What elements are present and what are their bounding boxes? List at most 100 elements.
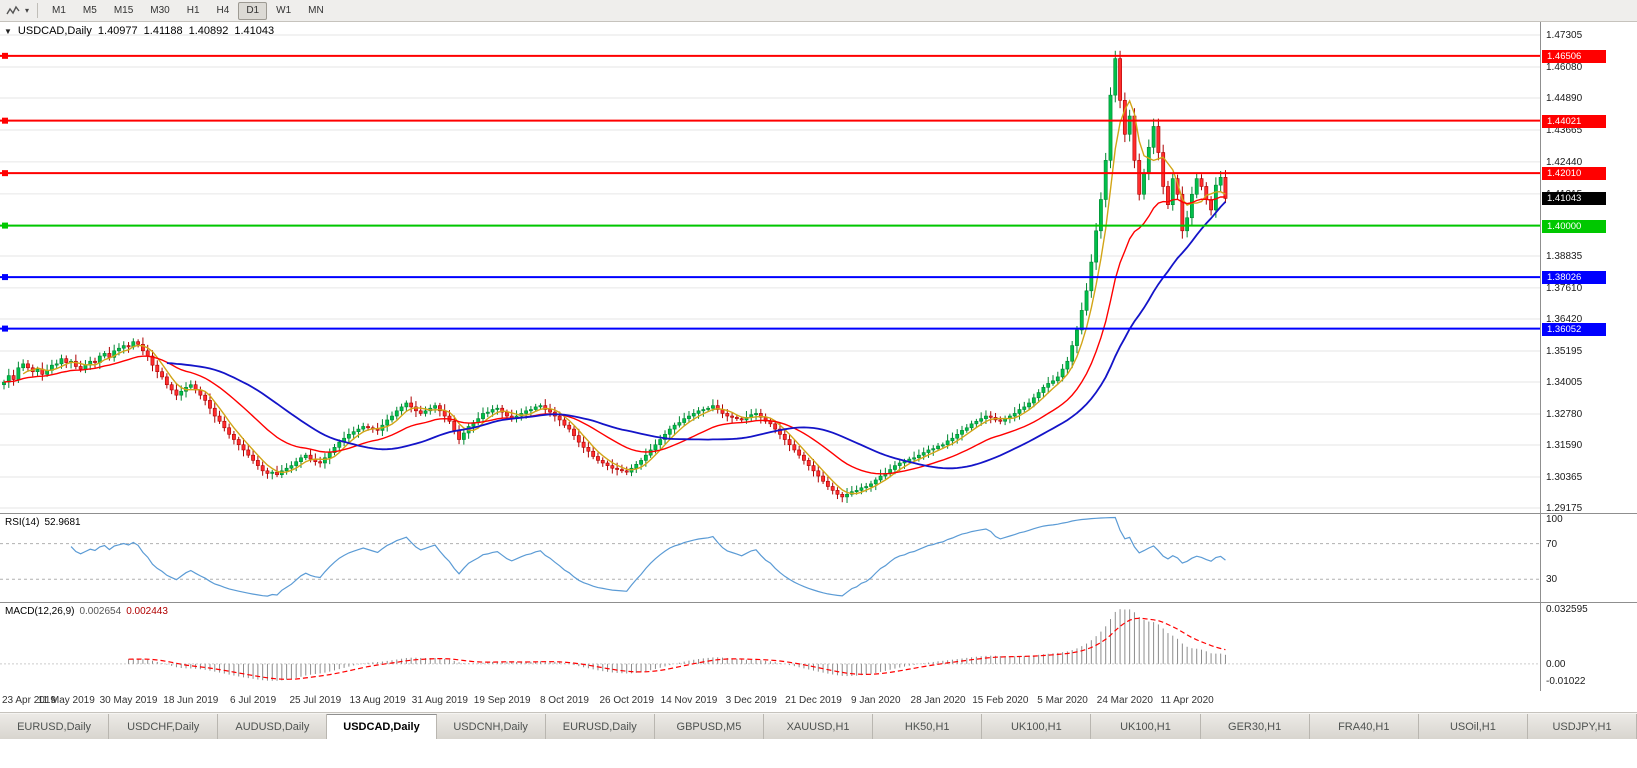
rsi-scale[interactable]: 100 70 30 — [1540, 514, 1637, 602]
macd-histogram — [128, 609, 1226, 681]
timeframe-button-m30[interactable]: M30 — [150, 4, 170, 16]
chart-tab-gbpusd-m5[interactable]: GBPUSD,M5 — [654, 714, 764, 739]
macd-scale-label: 0.00 — [1546, 658, 1566, 670]
hline-handle — [2, 222, 8, 229]
rsi-scale-label: 70 — [1546, 538, 1558, 550]
chart-tab-usdcad-daily[interactable]: USDCAD,Daily — [327, 714, 437, 739]
chart-tab-uk100-h1[interactable]: UK100,H1 — [1091, 714, 1201, 739]
price-tick: 1.30365 — [1546, 471, 1583, 483]
macd-main-value: 0.002654 — [79, 606, 122, 617]
hline-price-badge: 1.44021 — [1542, 114, 1606, 128]
chart-tab-usdcnh-daily[interactable]: USDCNH,Daily — [436, 714, 546, 739]
chart-title: ▼ USDCAD,Daily 1.40977 1.41188 1.40892 1… — [4, 25, 274, 37]
rsi-label: RSI(14) — [5, 517, 40, 528]
rsi-value: 52.9681 — [44, 517, 81, 528]
chart-tab-usdjpy-h1[interactable]: USDJPY,H1 — [1527, 714, 1637, 739]
rsi-plot[interactable] — [0, 514, 1540, 600]
toolbar-separator — [37, 3, 39, 18]
price-tick: 1.29175 — [1546, 503, 1583, 514]
ohlc-close: 1.41043 — [234, 25, 275, 37]
rsi-panel: RSI(14) 52.9681 100 70 30 — [0, 514, 1637, 603]
current-price-badge: 1.41043 — [1542, 192, 1606, 206]
ohlc-open: 1.40977 — [97, 25, 138, 37]
time-axis[interactable]: 23 Apr 2019 11 May 2019 30 May 2019 18 Jun … — [0, 691, 1637, 713]
date-label: 3 Dec 2019 — [725, 695, 777, 706]
hline-handle — [2, 325, 8, 332]
price-tick: 1.34005 — [1546, 376, 1583, 388]
hline-handle — [2, 170, 8, 177]
timeframe-button-h4[interactable]: H4 — [216, 4, 230, 16]
date-label: 5 Mar 2020 — [1037, 695, 1088, 706]
timeframe-button-d1[interactable]: D1 — [238, 1, 268, 20]
collapse-triangle-icon[interactable]: ▼ — [4, 26, 12, 36]
rsi-scale-label: 30 — [1546, 574, 1558, 586]
hline-price-badge: 1.38026 — [1542, 271, 1606, 285]
price-tick: 1.46080 — [1546, 61, 1583, 73]
date-label: 15 Feb 2020 — [972, 695, 1029, 706]
hline-price-badge: 1.40000 — [1542, 219, 1606, 233]
macd-panel: MACD(12,26,9) 0.002654 0.002443 0.032595… — [0, 603, 1637, 691]
price-gridlines — [0, 34, 1540, 509]
candlestick-chart[interactable] — [0, 22, 1540, 512]
candlesticks — [2, 50, 1228, 503]
date-label: 11 May 2019 — [37, 695, 95, 706]
date-label: 6 Jul 2019 — [230, 695, 277, 706]
bottom-filler — [0, 739, 1637, 768]
chart-tab-eurusd-daily[interactable]: EURUSD,Daily — [0, 714, 110, 739]
timeframe-button-w1[interactable]: W1 — [276, 4, 292, 16]
chart-tab-bar: EURUSD,Daily USDCHF,Daily AUDUSD,Daily USDC… — [0, 713, 1637, 739]
hline-handle — [2, 117, 8, 124]
hline-handle — [2, 274, 8, 281]
macd-signal-line — [128, 617, 1226, 680]
macd-header: MACD(12,26,9) 0.002654 0.002443 — [5, 606, 168, 617]
ma-fast-line — [22, 99, 1226, 495]
price-tick: 1.47305 — [1546, 30, 1583, 41]
timeframe-button-m5[interactable]: M5 — [82, 4, 97, 16]
dropdown-caret-icon[interactable]: ▾ — [25, 6, 30, 15]
timeframe-button-mn[interactable]: MN — [308, 4, 324, 16]
date-label: 11 Apr 2020 — [1160, 695, 1214, 706]
date-label: 9 Jan 2020 — [851, 695, 901, 706]
macd-scale-label: 0.032595 — [1546, 604, 1588, 615]
date-label: 19 Sep 2019 — [473, 695, 531, 706]
chart-tab-fra40-h1[interactable]: FRA40,H1 — [1309, 714, 1419, 739]
price-tick: 1.35195 — [1546, 345, 1583, 357]
timeframe-buttons: M1 M5 M15 M30 H1 H4 D1 W1 MN — [44, 1, 332, 20]
timeframe-button-m15[interactable]: M15 — [113, 4, 134, 16]
date-label: 24 Mar 2020 — [1096, 695, 1153, 706]
horizontal-lines — [0, 52, 1540, 332]
chart-tab-ger30-h1[interactable]: GER30,H1 — [1200, 714, 1310, 739]
chart-tab-audusd-daily[interactable]: AUDUSD,Daily — [218, 714, 328, 739]
chart-tab-hk50-h1[interactable]: HK50,H1 — [873, 714, 983, 739]
chart-tab-eurusd-daily[interactable]: EURUSD,Daily — [545, 714, 655, 739]
price-tick: 1.43665 — [1546, 124, 1583, 136]
rsi-header: RSI(14) 52.9681 — [5, 517, 81, 528]
date-label: 23 Apr 2019 — [2, 695, 56, 706]
price-scale[interactable]: 1.473051.460801.448901.436651.424401.412… — [1540, 22, 1637, 514]
macd-plot[interactable] — [0, 603, 1540, 689]
chart-tab-usdchf-daily[interactable]: USDCHF,Daily — [109, 714, 219, 739]
date-label: 18 Jun 2019 — [163, 695, 219, 706]
date-label: 25 Jul 2019 — [289, 695, 342, 706]
hline-handle — [2, 52, 8, 59]
price-tick: 1.31590 — [1546, 439, 1583, 451]
macd-signal-value: 0.002443 — [126, 606, 168, 617]
ma-mid-line — [3, 196, 1226, 475]
main-chart-panel: ▼ USDCAD,Daily 1.40977 1.41188 1.40892 1… — [0, 22, 1637, 514]
price-tick: 1.44890 — [1546, 93, 1583, 104]
chart-tab-uk100-h1[interactable]: UK100,H1 — [982, 714, 1092, 739]
hline-price-badge: 1.36052 — [1542, 322, 1606, 336]
timeframe-button-h1[interactable]: H1 — [186, 4, 200, 16]
price-tick: 1.32780 — [1546, 408, 1583, 420]
line-chart-icon[interactable] — [4, 4, 22, 18]
date-label: 28 Jan 2020 — [910, 695, 966, 706]
chart-tab-xauusd-h1[interactable]: XAUUSD,H1 — [763, 714, 874, 739]
price-tick: 1.36420 — [1546, 313, 1583, 325]
ma-slow-line — [166, 201, 1227, 470]
macd-scale[interactable]: 0.032595 0.00 -0.01022 — [1540, 603, 1637, 691]
rsi-scale-label: 100 — [1546, 514, 1563, 525]
timeframe-button-m1[interactable]: M1 — [52, 4, 66, 16]
chart-tab-usoil-h1[interactable]: USOil,H1 — [1418, 714, 1528, 739]
chart-symbol: USDCAD,Daily — [17, 25, 92, 37]
date-label: 31 Aug 2019 — [411, 695, 468, 706]
